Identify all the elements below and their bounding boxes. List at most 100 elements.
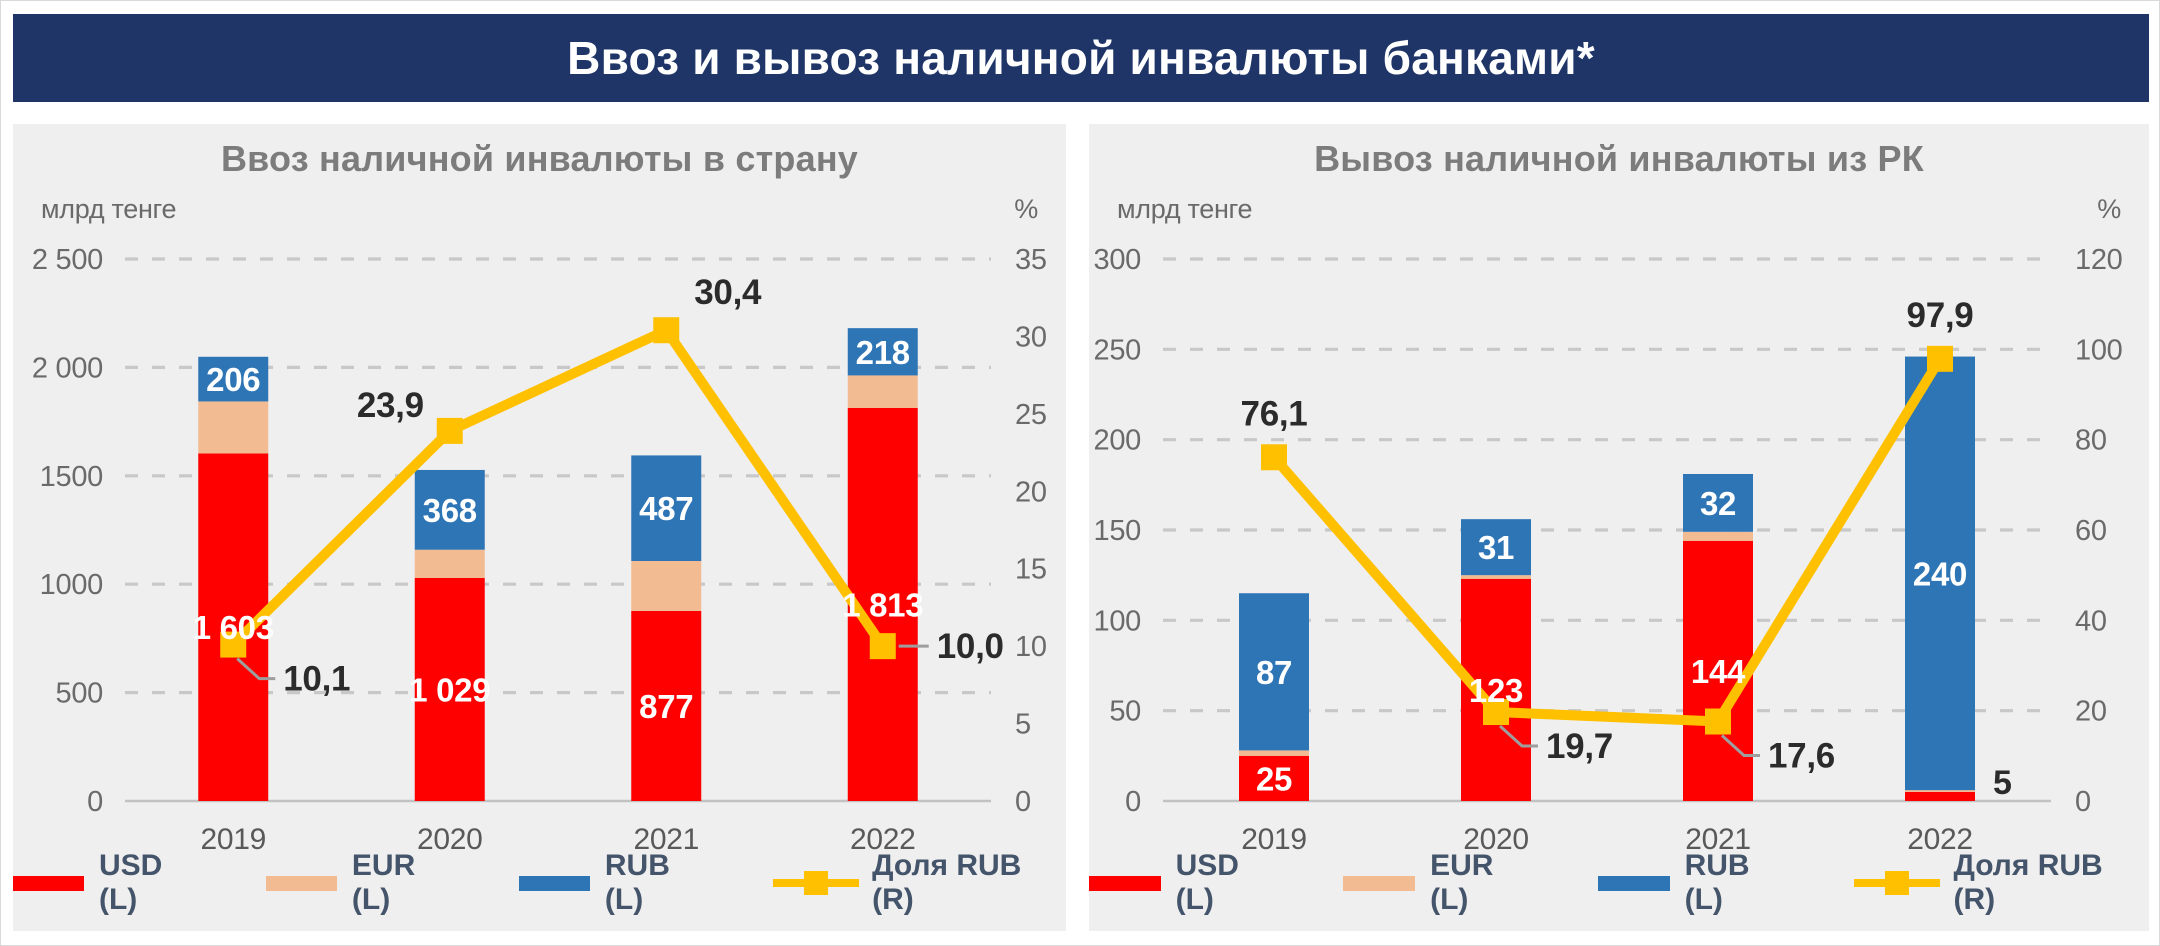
legend-item-share-rub: Доля RUB (R) (773, 849, 1066, 917)
svg-text:15: 15 (1015, 554, 1047, 586)
import-chart-panel: млрд тенге% 2 500 2 000 1500 1000 500 0 35 30 25 2… (13, 124, 1066, 931)
svg-text:30,4: 30,4 (694, 273, 762, 312)
svg-text:5: 5 (1993, 764, 2012, 802)
svg-text:50: 50 (1109, 696, 1141, 728)
svg-text:1500: 1500 (40, 461, 103, 493)
svg-text:1 603: 1 603 (193, 609, 274, 646)
svg-text:2020: 2020 (1463, 823, 1529, 856)
svg-text:487: 487 (639, 490, 693, 527)
svg-text:0: 0 (2075, 786, 2091, 818)
import-chart: млрд тенге % 2 500 2 000 1500 1000 500 0 35 30 25 2… (32, 194, 1047, 856)
svg-text:40: 40 (2075, 605, 2107, 637)
svg-text:10: 10 (1015, 631, 1047, 663)
svg-text:76,1: 76,1 (1241, 394, 1308, 433)
legend-label: EUR (L) (351, 849, 416, 916)
svg-text:10,1: 10,1 (283, 660, 350, 699)
page-title: Ввоз и вывоз наличной инвалюты банками* (567, 32, 1595, 84)
svg-text:млрд тенге: млрд тенге (41, 194, 176, 224)
svg-text:100: 100 (1094, 605, 1142, 637)
export-chart-title: Вывоз наличной инвалюты из РК (1314, 138, 1924, 179)
legend-item-rub: RUB (L) (518, 849, 714, 917)
legend-label: Доля RUB (R) (1953, 849, 2103, 916)
svg-text:100: 100 (2075, 334, 2123, 366)
eur-swatch-icon (1343, 875, 1416, 891)
svg-text:20: 20 (2075, 696, 2107, 728)
svg-text:17,6: 17,6 (1768, 737, 1835, 776)
svg-text:87: 87 (1256, 654, 1292, 691)
legend-item-share-rub: Доля RUB (R) (1854, 849, 2149, 917)
svg-text:31: 31 (1478, 529, 1514, 566)
svg-text:60: 60 (2075, 515, 2107, 547)
export-chart-panel: млрд тенге% 300 250 200 150 100 50 0 120 100 80 60 4… (1089, 124, 2149, 931)
svg-text:2022: 2022 (850, 823, 916, 856)
svg-text:2 500: 2 500 (32, 244, 103, 276)
svg-text:877: 877 (639, 688, 693, 725)
import-chart-legend: USD (L) EUR (L) RUB (L) Доля RUB (R) (13, 849, 1066, 917)
svg-text:2 000: 2 000 (32, 352, 103, 384)
svg-text:150: 150 (1094, 515, 1142, 547)
svg-text:97,9: 97,9 (1907, 296, 1974, 335)
svg-text:25: 25 (1256, 760, 1292, 797)
svg-text:250: 250 (1094, 334, 1142, 366)
svg-text:32: 32 (1700, 485, 1736, 522)
svg-text:2021: 2021 (1685, 823, 1751, 856)
svg-text:2020: 2020 (417, 823, 483, 856)
svg-text:1 029: 1 029 (409, 671, 490, 708)
svg-text:%: % (2097, 194, 2121, 224)
svg-text:144: 144 (1691, 653, 1746, 690)
svg-text:206: 206 (206, 361, 260, 398)
legend-item-rub: RUB (L) (1597, 849, 1794, 917)
import-chart-title: Ввоз наличной инвалюты в страну (220, 138, 858, 179)
svg-text:0: 0 (1015, 786, 1031, 818)
svg-text:0: 0 (1125, 786, 1141, 818)
export-chart: млрд тенге %30025020015010050012010080604… (1094, 194, 2123, 856)
legend-label: EUR (L) (1430, 849, 1494, 916)
svg-text:300: 300 (1094, 244, 1142, 276)
legend-label: USD (L) (1175, 849, 1239, 916)
svg-text:19,7: 19,7 (1546, 727, 1613, 766)
legend-item-eur: EUR (L) (1343, 849, 1537, 917)
legend-label: Доля RUB (R) (872, 849, 1022, 916)
eur-swatch-icon (265, 875, 337, 891)
svg-text:%: % (1014, 194, 1038, 224)
svg-text:218: 218 (856, 334, 910, 371)
svg-text:2019: 2019 (1241, 823, 1307, 856)
svg-text:30: 30 (1015, 321, 1047, 353)
svg-text:80: 80 (2075, 425, 2107, 457)
svg-text:млрд тенге: млрд тенге (1117, 194, 1252, 224)
svg-text:120: 120 (2075, 244, 2123, 276)
share-line-marker-icon (1854, 870, 1941, 896)
svg-text:240: 240 (1913, 555, 1967, 592)
usd-swatch-icon (13, 875, 84, 891)
share-line-marker-icon (773, 870, 860, 896)
svg-text:1 813: 1 813 (842, 586, 923, 623)
svg-text:25: 25 (1015, 399, 1047, 431)
legend-item-eur: EUR (L) (265, 849, 459, 917)
svg-text:2021: 2021 (633, 823, 699, 856)
svg-text:123: 123 (1469, 672, 1523, 709)
svg-text:2022: 2022 (1907, 823, 1973, 856)
svg-text:200: 200 (1094, 425, 1142, 457)
svg-text:5: 5 (1015, 709, 1031, 741)
svg-text:10,0: 10,0 (937, 627, 1004, 666)
legend-label: RUB (L) (1684, 849, 1750, 916)
svg-text:368: 368 (423, 492, 477, 529)
rub-swatch-icon (518, 875, 590, 891)
usd-swatch-icon (1089, 875, 1161, 891)
svg-text:23,9: 23,9 (357, 386, 424, 425)
svg-text:20: 20 (1015, 476, 1047, 508)
rub-swatch-icon (1597, 875, 1670, 891)
export-chart-legend: USD (L) EUR (L) RUB (L) Доля RUB (R) (1089, 849, 2149, 917)
svg-text:0: 0 (87, 786, 103, 818)
svg-text:35: 35 (1015, 244, 1047, 276)
legend-item-usd: USD (L) (1089, 849, 1283, 917)
legend-item-usd: USD (L) (13, 849, 206, 917)
svg-text:2019: 2019 (200, 823, 266, 856)
legend-label: USD (L) (98, 849, 163, 916)
svg-text:1000: 1000 (40, 569, 103, 601)
svg-text:500: 500 (56, 678, 104, 710)
legend-label: RUB (L) (604, 849, 670, 916)
page-title-banner: Ввоз и вывоз наличной инвалюты банками* (13, 14, 2149, 102)
